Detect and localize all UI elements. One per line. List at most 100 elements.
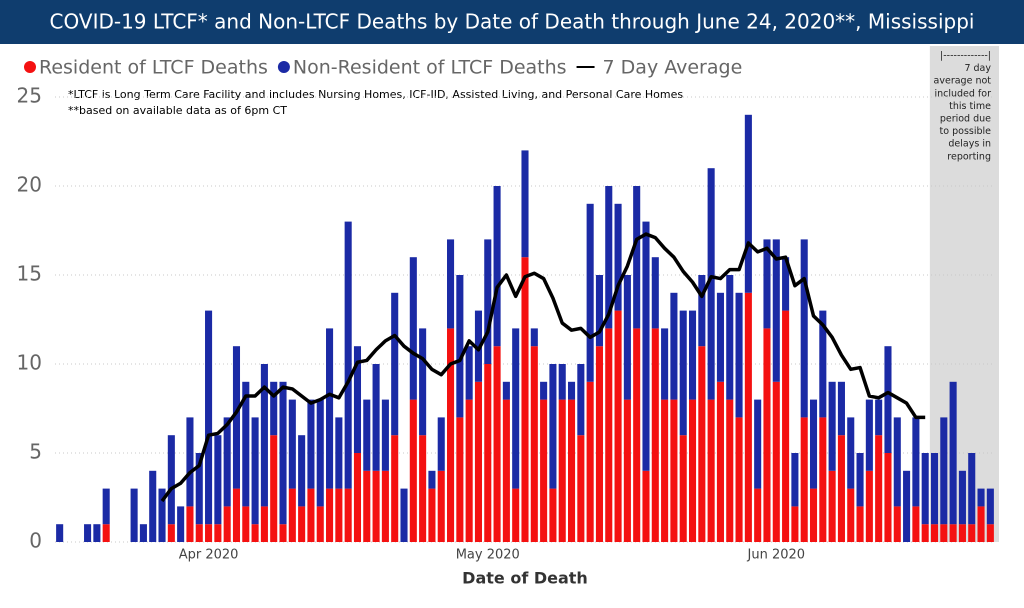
bar: [400, 488, 408, 542]
bar: [56, 524, 64, 542]
shaded-note: average not: [934, 76, 992, 87]
bar: [279, 381, 287, 525]
bar: [782, 310, 790, 542]
bar: [763, 239, 771, 329]
shaded-note: to possible: [940, 126, 992, 137]
bar: [577, 435, 585, 542]
bar: [754, 488, 762, 542]
bar: [912, 506, 920, 542]
bar: [735, 417, 743, 542]
shaded-note: this time: [949, 101, 991, 112]
bar: [372, 470, 380, 542]
bar: [819, 310, 827, 418]
bar: [940, 524, 948, 542]
bar: [819, 417, 827, 542]
bar: [884, 346, 892, 453]
bar: [391, 292, 399, 436]
bar: [977, 506, 985, 542]
bar: [912, 417, 920, 507]
bar: [623, 275, 631, 400]
bar: [940, 417, 948, 525]
bar: [186, 417, 194, 507]
shaded-note: 7 day: [964, 63, 991, 74]
bar: [670, 292, 678, 400]
bar: [930, 453, 939, 525]
bar: [288, 488, 296, 542]
bar: [84, 524, 92, 542]
bar: [232, 346, 241, 489]
x-tick-label: May 2020: [456, 548, 520, 563]
bar: [540, 399, 548, 542]
bar: [772, 381, 780, 542]
bar: [298, 435, 306, 507]
bar: [540, 381, 548, 400]
bar: [270, 435, 278, 542]
bar: [353, 453, 362, 542]
bar: [893, 506, 901, 542]
bar: [502, 399, 510, 542]
bar: [642, 221, 650, 471]
bar: [344, 221, 352, 489]
bar: [623, 399, 631, 542]
bar: [326, 488, 334, 542]
legend-marker: [24, 61, 36, 73]
chart-title: COVID-19 LTCF* and Non-LTCF Deaths by Da…: [50, 10, 975, 34]
bar: [270, 381, 278, 436]
bar: [875, 399, 883, 436]
bar: [447, 239, 455, 329]
bar: [242, 381, 250, 507]
bar: [586, 203, 594, 382]
bar: [698, 275, 706, 347]
bar: [363, 470, 371, 542]
bar: [447, 328, 455, 542]
bar: [716, 292, 724, 382]
bar: [716, 381, 724, 542]
bar: [465, 399, 473, 542]
bar: [837, 435, 845, 542]
bar: [130, 488, 138, 542]
bar: [679, 435, 687, 542]
bar: [809, 399, 818, 489]
bar: [558, 364, 566, 400]
bar: [577, 364, 585, 436]
bar: [921, 524, 929, 542]
bar: [949, 524, 957, 542]
bar: [223, 417, 231, 507]
bar: [167, 524, 175, 542]
legend-label: Resident of LTCF Deaths: [39, 57, 268, 79]
bar: [381, 470, 389, 542]
shaded-note: included for: [934, 88, 991, 99]
bar: [754, 399, 762, 489]
bar: [419, 328, 427, 436]
bar: [298, 506, 306, 542]
y-tick-label: 20: [17, 173, 42, 197]
bar: [205, 524, 213, 542]
bar: [809, 488, 818, 542]
bar: [791, 453, 799, 507]
bar: [139, 524, 147, 542]
bar: [288, 399, 296, 489]
bar: [726, 275, 734, 400]
bar: [595, 275, 603, 347]
bar: [205, 310, 213, 525]
bar: [605, 328, 613, 542]
bar: [828, 470, 836, 542]
legend-label: 7 Day Average: [603, 57, 743, 79]
bar: [409, 399, 417, 542]
bar: [661, 399, 669, 542]
y-tick-label: 10: [17, 351, 42, 375]
bar: [158, 488, 166, 542]
note: **based on available data as of 6pm CT: [68, 104, 287, 117]
bar: [670, 399, 678, 542]
bar: [493, 186, 501, 347]
bar: [865, 399, 873, 471]
bar: [614, 310, 622, 542]
bar: [316, 399, 324, 507]
bar: [707, 168, 715, 400]
bar: [856, 453, 864, 507]
bar: [102, 488, 110, 525]
bar: [251, 417, 259, 525]
bar: [549, 488, 557, 542]
bar: [949, 381, 957, 525]
bar: [875, 435, 883, 542]
